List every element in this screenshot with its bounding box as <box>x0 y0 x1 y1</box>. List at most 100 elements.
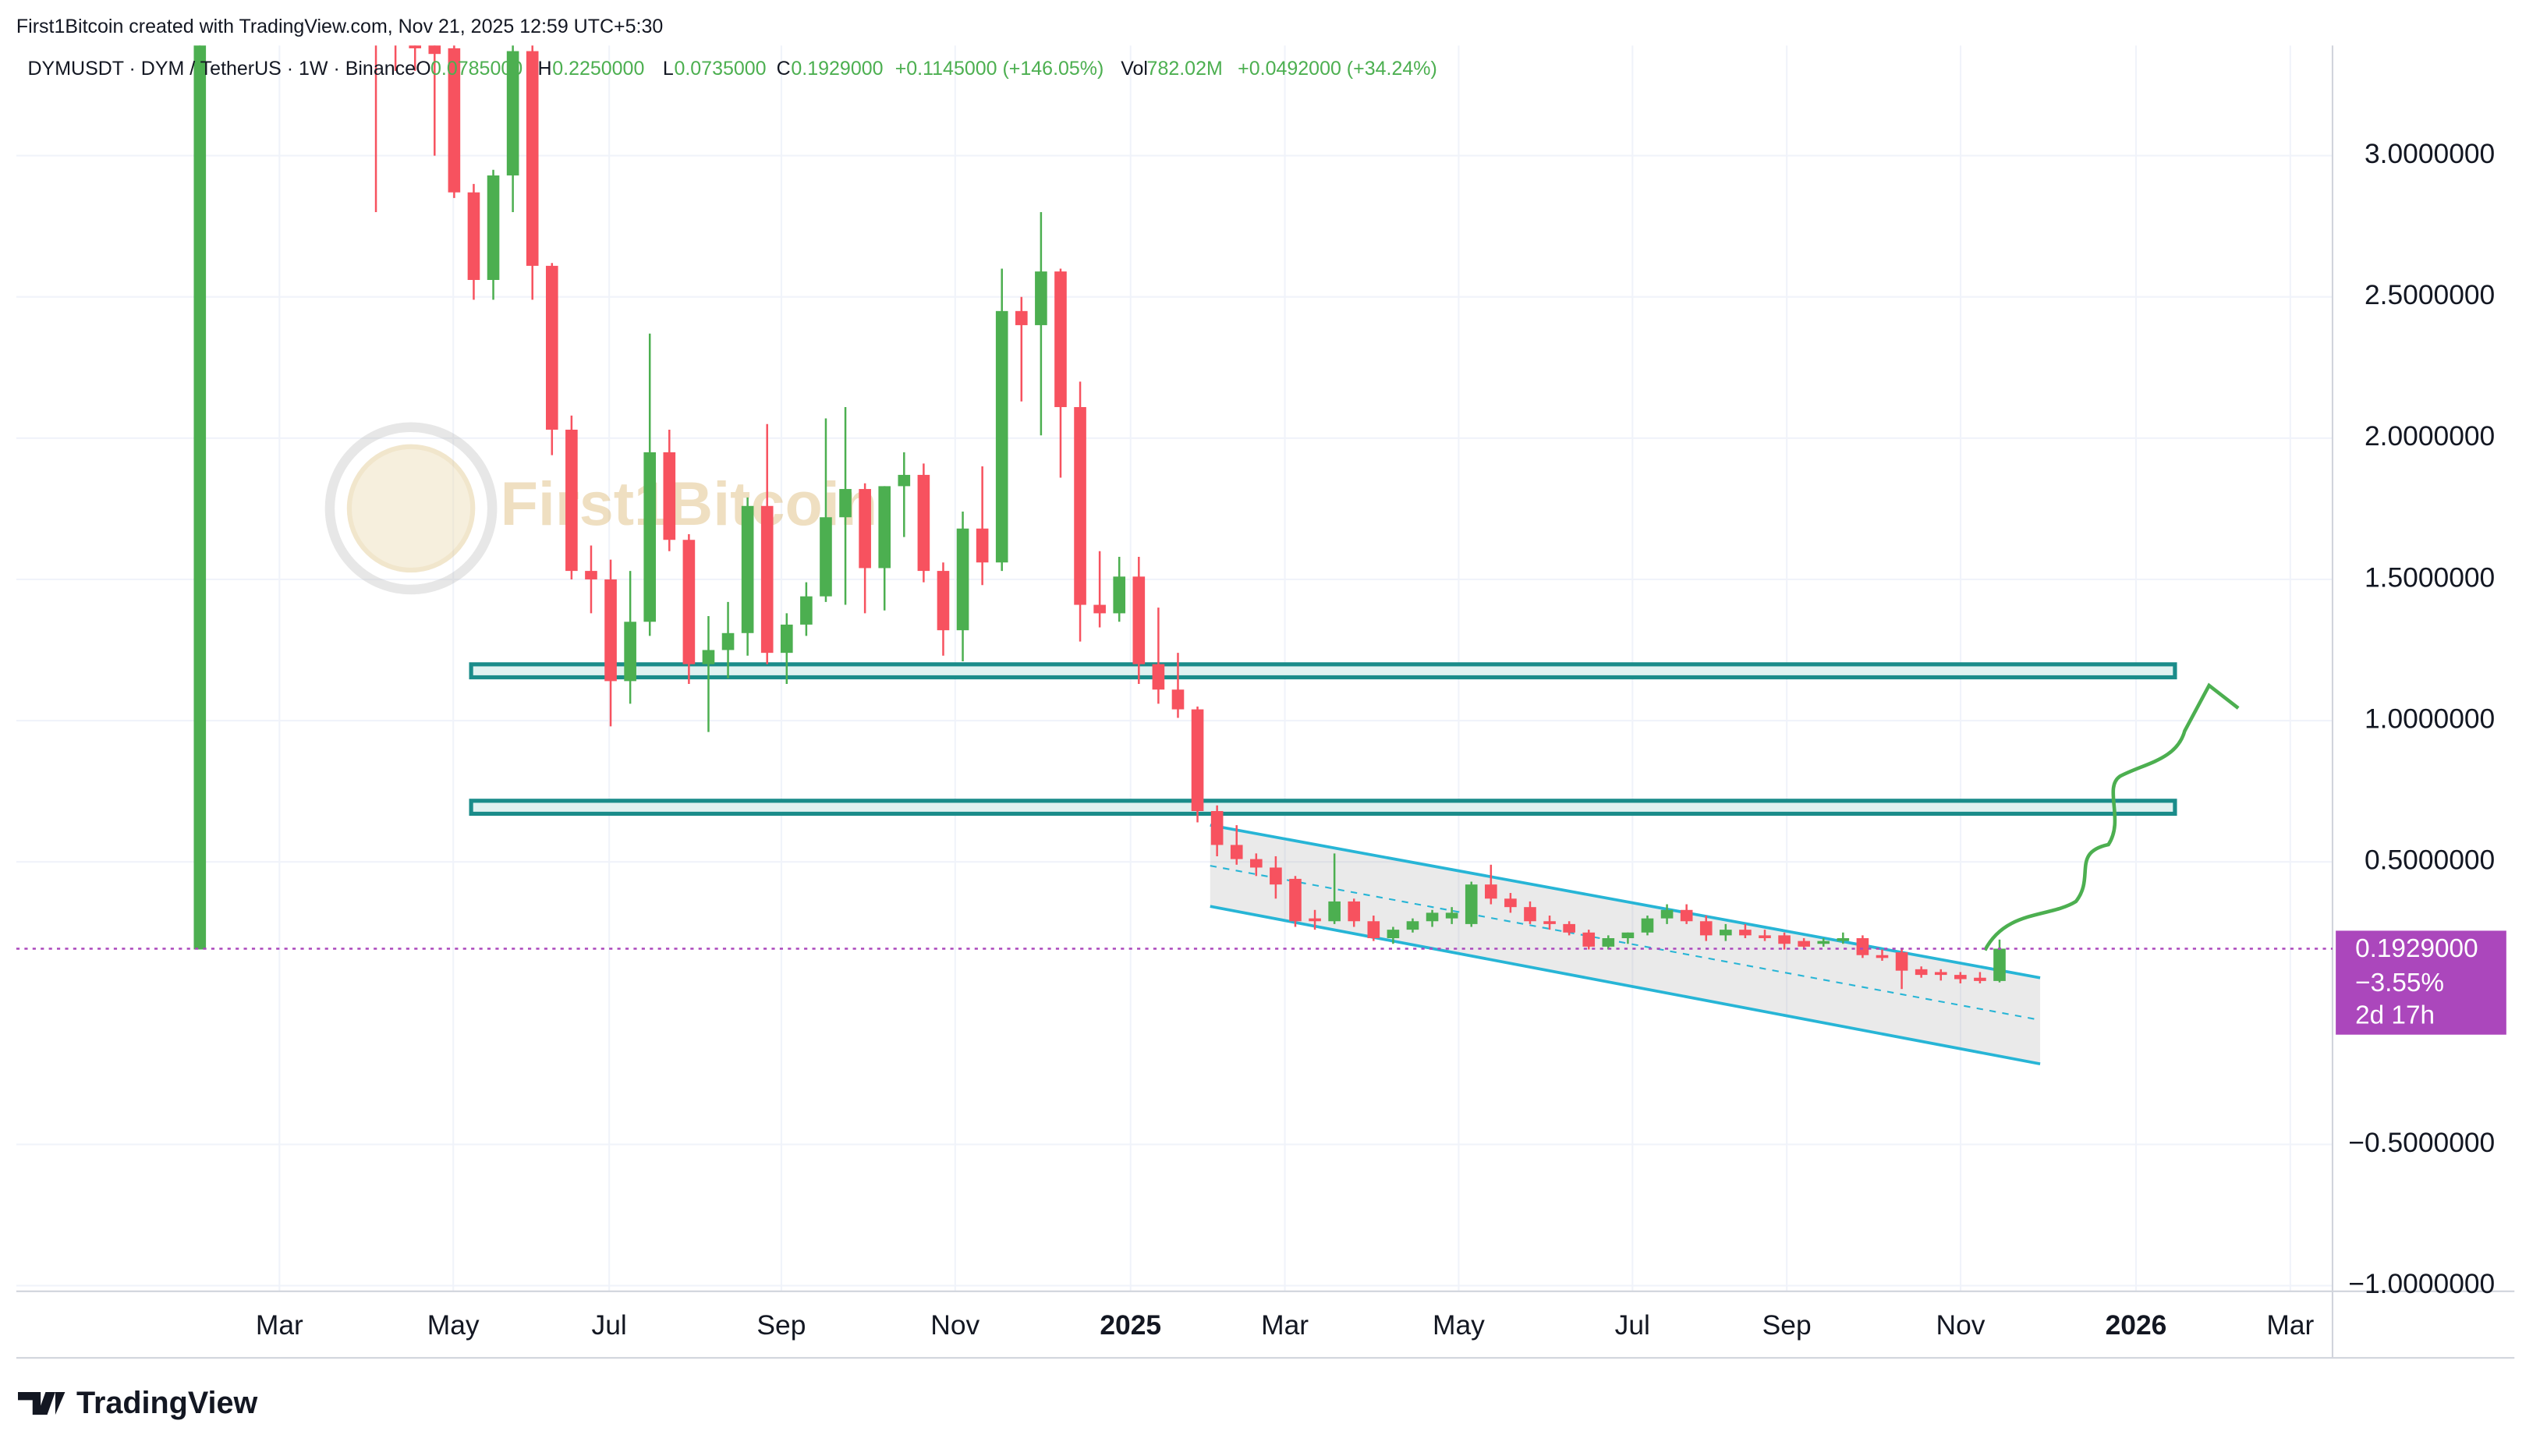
price-change: −3.55% <box>2355 969 2444 997</box>
candle-body <box>526 51 539 266</box>
candle-body <box>585 571 597 579</box>
candle-body <box>1289 878 1302 922</box>
candle-body <box>878 486 891 569</box>
candle-body <box>780 624 793 654</box>
candle-body <box>1660 909 1674 919</box>
y-tick-label: 0.5000000 <box>2365 845 2495 876</box>
candle-body <box>1621 932 1635 939</box>
h-value: 0.2250000 <box>552 58 644 80</box>
candle-body <box>917 474 930 572</box>
y-tick-label: 3.0000000 <box>2365 138 2495 169</box>
candle-body <box>1641 918 1654 933</box>
candle-body <box>1582 932 1596 947</box>
candle-body <box>937 571 950 631</box>
symbol: DYMUSDT · DYM / TetherUS · 1W · Binance <box>28 58 416 80</box>
c-value: 0.1929000 <box>791 58 883 80</box>
candle-body <box>1699 921 1713 936</box>
candle-body <box>1680 909 1693 922</box>
candle-body <box>1074 406 1086 605</box>
candle-body <box>1485 884 1497 899</box>
y-tick-label: 2.5000000 <box>2365 279 2495 310</box>
candle-body <box>565 429 578 572</box>
candle-body <box>1348 901 1361 922</box>
candle-body <box>409 45 422 48</box>
candle-body <box>702 650 715 664</box>
candle-body <box>956 528 969 631</box>
x-tick-label: Jul <box>592 1309 627 1341</box>
candle-body <box>193 45 207 950</box>
candle-body <box>1113 576 1126 614</box>
candle-body <box>976 528 989 563</box>
candle-body <box>1093 604 1106 614</box>
channel-bottom <box>1210 905 2041 1066</box>
candle-body <box>1798 941 1810 947</box>
candles <box>193 0 2006 990</box>
candle-body <box>487 175 500 280</box>
x-tick-label: 2026 <box>2106 1309 2167 1341</box>
vol-key: Vol <box>1121 58 1148 80</box>
candle-body <box>1856 938 1869 955</box>
watermark: First1Bitcoin <box>324 422 878 595</box>
candle-body <box>1915 969 1928 976</box>
candle-body <box>1504 898 1517 908</box>
candle-body <box>1563 923 1575 933</box>
candle-body <box>1739 930 1752 936</box>
candle-body <box>1426 912 1439 922</box>
o-key: O <box>416 58 430 80</box>
candle-body <box>1328 901 1341 922</box>
price-box <box>2336 930 2506 1035</box>
candle-body <box>1524 907 1536 922</box>
candle-body <box>1895 952 1908 971</box>
candle-body <box>898 474 911 487</box>
candle-body <box>1152 664 1165 690</box>
candle-body <box>820 517 832 597</box>
x-tick-label: Jul <box>1615 1309 1650 1341</box>
candle-body <box>1543 921 1556 924</box>
candle-body <box>1210 810 1224 845</box>
last-price: 0.1929000 <box>2355 934 2478 963</box>
candle-body <box>624 622 636 682</box>
candle-body <box>1015 310 1028 325</box>
candle-body <box>995 310 1008 563</box>
candle-body <box>721 632 735 650</box>
x-tick-label: May <box>1433 1309 1485 1341</box>
x-tick-label: Mar <box>1261 1309 1309 1341</box>
countdown: 2d 17h <box>2355 1001 2435 1030</box>
candle-body <box>545 265 558 430</box>
candle-body <box>448 48 461 193</box>
change: +0.1145000 (+146.05%) <box>895 58 1104 80</box>
candle-body <box>1465 884 1478 924</box>
candle-body <box>643 452 657 622</box>
candle-body <box>1993 948 2006 981</box>
watermark-text: First1Bitcoin <box>501 469 878 538</box>
candle-body <box>370 0 382 14</box>
candle-body <box>839 489 852 518</box>
candle-body <box>800 596 813 625</box>
candle-body <box>1035 271 1047 325</box>
y-tick-label: 2.0000000 <box>2365 420 2495 452</box>
legend: DYMUSDT · DYM / TetherUS · 1W · Binance … <box>28 58 1437 80</box>
candle-body <box>1759 935 1771 939</box>
y-tick-label: −0.5000000 <box>2348 1127 2495 1158</box>
candle-body <box>1250 859 1263 868</box>
y-tick-label: −1.0000000 <box>2348 1268 2495 1299</box>
credit: First1Bitcoin created with TradingView.c… <box>16 16 663 37</box>
x-tick-label: Nov <box>930 1309 979 1341</box>
candle-body <box>1367 921 1380 939</box>
candle-body <box>428 45 441 55</box>
x-tick-label: Sep <box>756 1309 806 1341</box>
logo: TradingView <box>18 1386 258 1420</box>
candle-body <box>663 452 676 540</box>
logo-text: TradingView <box>76 1386 258 1420</box>
resistance-zone <box>469 662 2177 680</box>
x-tick-label: 2025 <box>1100 1309 1161 1341</box>
x-tick-label: May <box>427 1309 480 1341</box>
candle-body <box>1817 941 1830 944</box>
projection-arrow <box>1983 682 2240 951</box>
candle-body <box>1720 930 1732 936</box>
candle-body <box>467 192 480 280</box>
candle-body <box>760 505 774 654</box>
x-tick-label: Nov <box>1936 1309 1986 1341</box>
